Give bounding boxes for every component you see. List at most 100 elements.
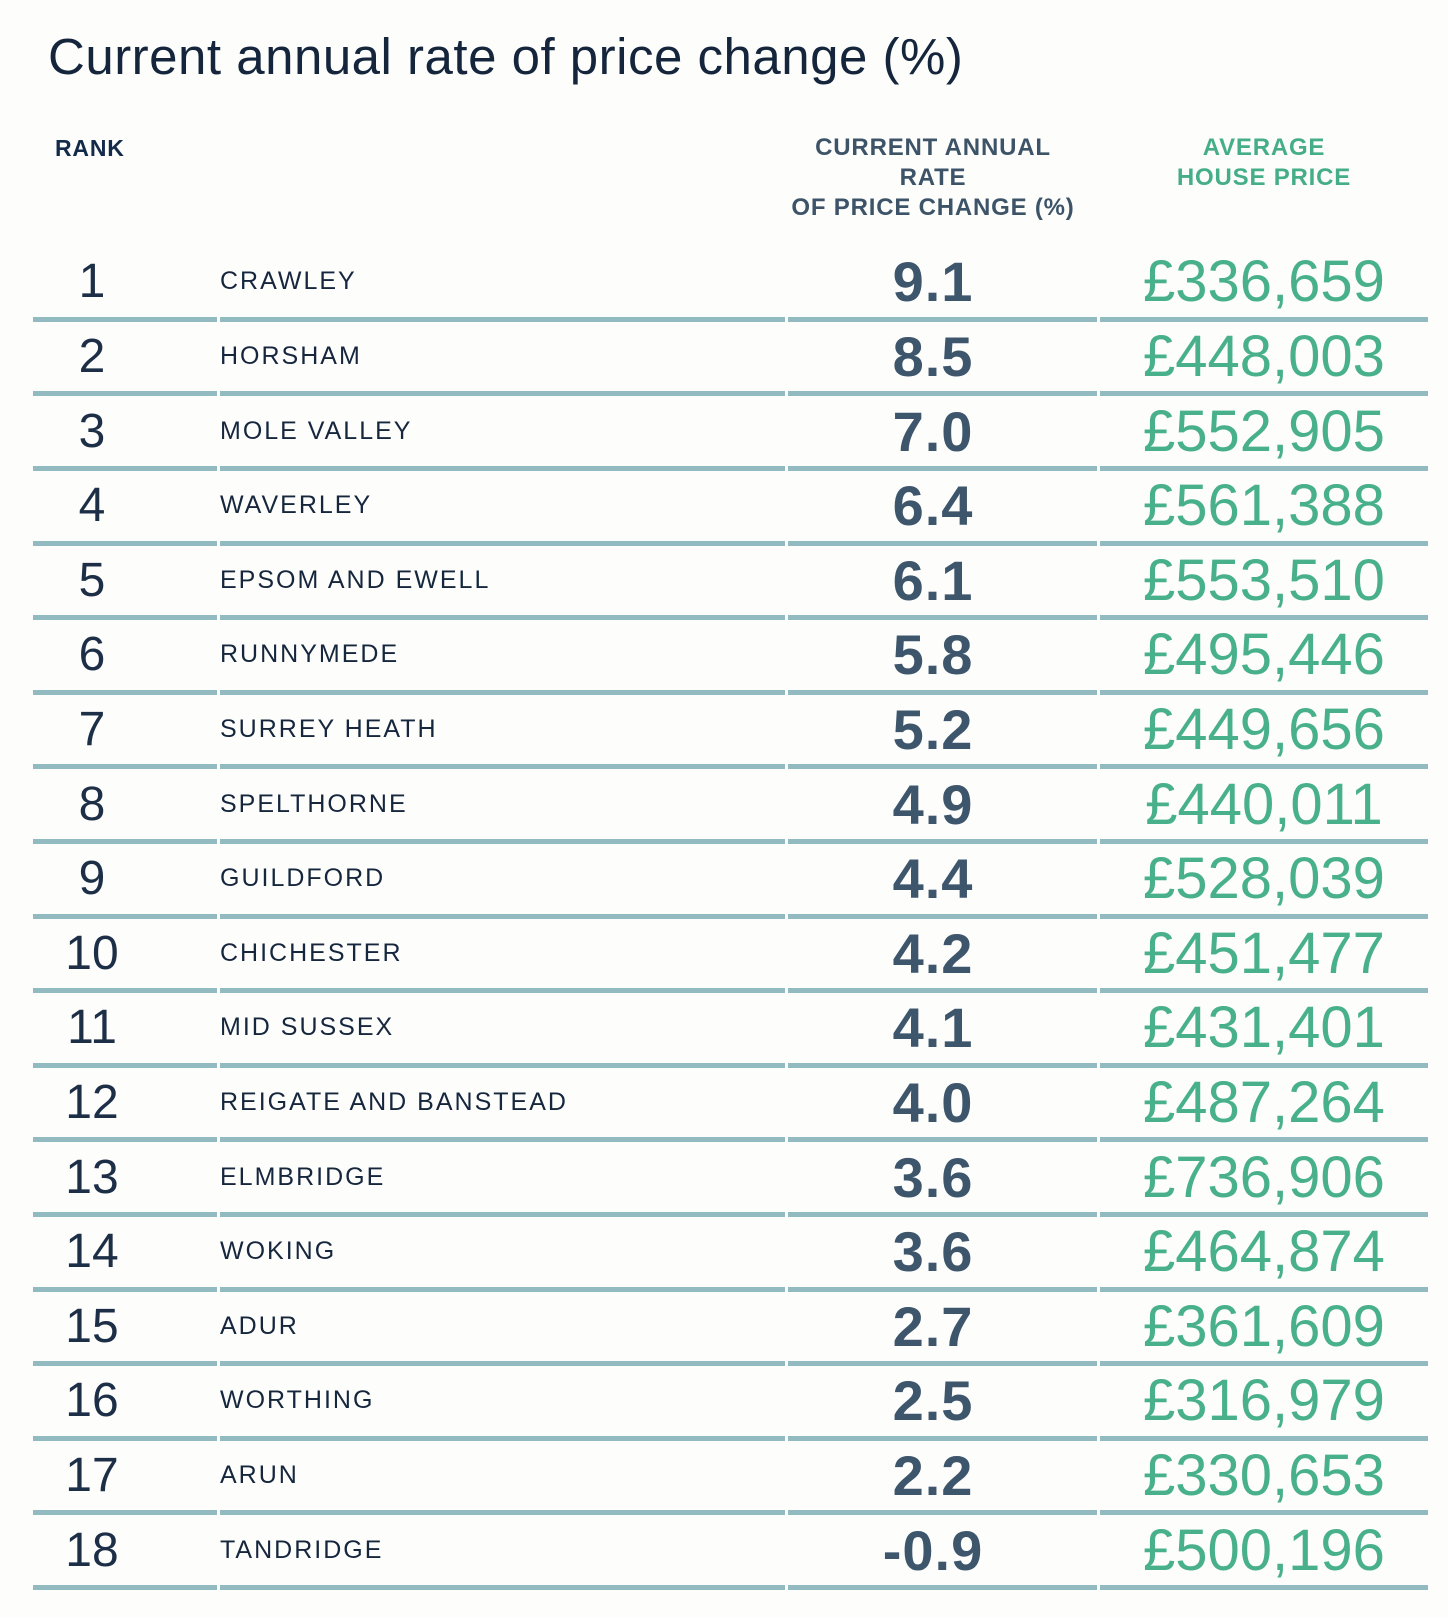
rate-cell-value: 5.8 <box>892 623 974 687</box>
rank-cell: 11 <box>33 993 217 1068</box>
price-cell: £487,264 <box>1100 1068 1428 1143</box>
rank-cell-value: 13 <box>65 1150 119 1204</box>
rate-cell-value: 8.5 <box>892 325 974 389</box>
area-cell-value: WOKING <box>220 1237 337 1266</box>
rate-cell: 2.7 <box>788 1292 1097 1367</box>
rate-cell-value: 4.0 <box>892 1071 974 1135</box>
price-cell-value: £495,446 <box>1143 622 1385 688</box>
area-cell: TANDRIDGE <box>220 1515 785 1590</box>
rate-cell-value: 4.9 <box>892 772 974 836</box>
price-cell-value: £451,477 <box>1143 920 1385 986</box>
rate-cell: 2.2 <box>788 1441 1097 1516</box>
area-cell: GUILDFORD <box>220 844 785 919</box>
rank-cell: 17 <box>33 1441 217 1516</box>
price-cell-value: £336,659 <box>1143 249 1385 315</box>
rank-cell-value: 3 <box>78 404 106 458</box>
price-cell: £316,979 <box>1100 1366 1428 1441</box>
rank-cell-value: 15 <box>65 1299 119 1353</box>
rate-cell: -0.9 <box>788 1515 1097 1590</box>
table-row: 3 MOLE VALLEY 7.0 £552,905 <box>33 396 1428 471</box>
area-cell: RUNNYMEDE <box>220 620 785 695</box>
area-cell-value: WORTHING <box>220 1386 375 1415</box>
header-price: AVERAGE HOUSE PRICE <box>1100 133 1428 193</box>
rank-cell: 2 <box>33 322 217 397</box>
price-cell: £448,003 <box>1100 322 1428 397</box>
table-row: 16 WORTHING 2.5 £316,979 <box>33 1366 1428 1441</box>
rate-cell: 2.5 <box>788 1366 1097 1441</box>
rate-cell-value: 9.1 <box>892 250 974 314</box>
rate-cell: 4.2 <box>788 919 1097 994</box>
rate-cell-value: 3.6 <box>892 1145 974 1209</box>
price-cell: £552,905 <box>1100 396 1428 471</box>
rate-cell-value: 6.4 <box>892 474 974 538</box>
rate-cell: 6.1 <box>788 546 1097 621</box>
rank-cell-value: 10 <box>65 926 119 980</box>
rank-cell: 15 <box>33 1292 217 1367</box>
table-row: 14 WOKING 3.6 £464,874 <box>33 1217 1428 1292</box>
table-row: 13 ELMBRIDGE 3.6 £736,906 <box>33 1142 1428 1217</box>
rank-cell: 10 <box>33 919 217 994</box>
rate-cell-value: 7.0 <box>892 399 974 463</box>
rate-cell: 5.8 <box>788 620 1097 695</box>
rank-cell-value: 18 <box>65 1523 119 1577</box>
area-cell-value: SPELTHORNE <box>220 789 408 818</box>
rank-cell-value: 8 <box>78 777 106 831</box>
price-cell: £330,653 <box>1100 1441 1428 1516</box>
area-cell-value: MID SUSSEX <box>220 1013 395 1042</box>
table-row: 5 EPSOM AND EWELL 6.1 £553,510 <box>33 546 1428 621</box>
header-rate-line2: OF PRICE CHANGE (%) <box>791 194 1075 222</box>
area-cell-value: HORSHAM <box>220 342 362 371</box>
rank-cell: 1 <box>33 247 217 322</box>
rank-cell-value: 17 <box>65 1448 119 1502</box>
price-cell-value: £330,653 <box>1143 1442 1385 1508</box>
rate-cell: 3.6 <box>788 1217 1097 1292</box>
area-cell: WAVERLEY <box>220 471 785 546</box>
table-rows: 1 CRAWLEY 9.1 £336,659 2 HORSHAM 8.5 £448,003 3 M… <box>0 247 1448 1590</box>
price-cell: £361,609 <box>1100 1292 1428 1367</box>
rate-cell: 3.6 <box>788 1142 1097 1217</box>
area-cell: MID SUSSEX <box>220 993 785 1068</box>
page-title: Current annual rate of price change (%) <box>48 28 964 85</box>
area-cell-value: ELMBRIDGE <box>220 1162 386 1191</box>
rank-cell: 7 <box>33 695 217 770</box>
rate-cell-value: 2.7 <box>892 1294 974 1358</box>
header-price-line1: AVERAGE <box>1202 134 1326 162</box>
area-cell: REIGATE AND BANSTEAD <box>220 1068 785 1143</box>
area-cell-value: ADUR <box>220 1311 299 1340</box>
header-rate-line1: CURRENT ANNUAL RATE <box>815 134 1051 192</box>
rank-cell: 14 <box>33 1217 217 1292</box>
rank-cell: 16 <box>33 1366 217 1441</box>
rate-cell-value: -0.9 <box>882 1518 984 1582</box>
rate-cell-value: 2.2 <box>892 1443 974 1507</box>
rate-cell: 5.2 <box>788 695 1097 770</box>
rate-cell: 4.0 <box>788 1068 1097 1143</box>
area-cell: SPELTHORNE <box>220 769 785 844</box>
table-row: 15 ADUR 2.7 £361,609 <box>33 1292 1428 1367</box>
rate-cell-value: 6.1 <box>892 548 974 612</box>
rank-cell: 8 <box>33 769 217 844</box>
rate-cell: 7.0 <box>788 396 1097 471</box>
area-cell-value: TANDRIDGE <box>220 1535 384 1564</box>
area-cell: EPSOM AND EWELL <box>220 546 785 621</box>
table-row: 8 SPELTHORNE 4.9 £440,011 <box>33 769 1428 844</box>
area-cell-value: WAVERLEY <box>220 491 373 520</box>
price-cell: £553,510 <box>1100 546 1428 621</box>
rate-cell: 9.1 <box>788 247 1097 322</box>
table-row: 11 MID SUSSEX 4.1 £431,401 <box>33 993 1428 1068</box>
header-rank: RANK <box>55 135 125 162</box>
area-cell-value: ARUN <box>220 1460 299 1489</box>
rank-cell: 6 <box>33 620 217 695</box>
table-row: 10 CHICHESTER 4.2 £451,477 <box>33 919 1428 994</box>
price-cell-value: £361,609 <box>1143 1293 1385 1359</box>
area-cell-value: MOLE VALLEY <box>220 416 413 445</box>
table-row: 6 RUNNYMEDE 5.8 £495,446 <box>33 620 1428 695</box>
area-cell-value: REIGATE AND BANSTEAD <box>220 1088 568 1117</box>
price-cell: £561,388 <box>1100 471 1428 546</box>
area-cell: ARUN <box>220 1441 785 1516</box>
table-header: RANK CURRENT ANNUAL RATE OF PRICE CHANGE… <box>33 133 1428 223</box>
price-cell: £440,011 <box>1100 769 1428 844</box>
rank-cell-value: 4 <box>78 479 106 533</box>
rank-cell-value: 1 <box>78 255 106 309</box>
price-cell-value: £487,264 <box>1143 1070 1385 1136</box>
rate-cell-value: 2.5 <box>892 1369 974 1433</box>
